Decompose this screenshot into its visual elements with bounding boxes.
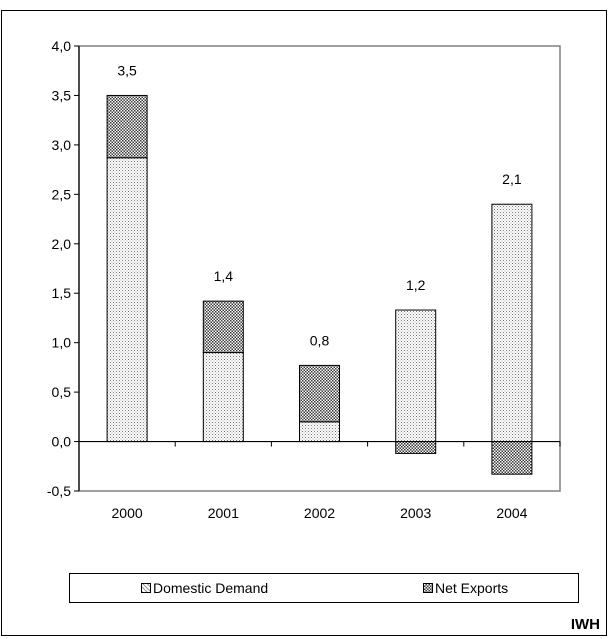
y-tick-label: 0,0 <box>52 434 72 450</box>
y-tick-label: 2,0 <box>52 236 72 252</box>
plot-area: 4,0 3,5 3,0 2,5 2,0 1,5 1,0 0,5 0,0 -0,5 2000 2001… <box>47 38 561 521</box>
x-tick-label: 2003 <box>400 505 431 521</box>
legend-label-domestic-demand: Domestic Demand <box>153 580 269 596</box>
bar-net-exports-2001 <box>202 300 244 354</box>
legend-item-domestic-demand: Domestic Demand <box>141 580 268 596</box>
x-tick-label: 2004 <box>496 505 527 521</box>
y-tick-label: 1,0 <box>52 335 72 351</box>
legend-swatch-net-exports <box>423 583 433 593</box>
legend-swatch-domestic-demand <box>141 583 151 593</box>
y-tick-label: 0,5 <box>52 384 72 400</box>
total-label-2002: 0,8 <box>310 332 330 348</box>
bar-domestic-demand-2002 <box>299 421 340 443</box>
y-tick-label: -0,5 <box>47 483 71 499</box>
x-tick-label: 2002 <box>304 505 335 521</box>
total-label-2003: 1,2 <box>406 277 426 293</box>
source-label: IWH <box>570 616 600 633</box>
bar-net-exports-2004 <box>491 441 533 475</box>
bar-net-exports-2000 <box>106 94 148 159</box>
bar-domestic-demand-2004 <box>491 203 533 443</box>
y-tick-label: 2,5 <box>52 186 72 202</box>
x-tick-label: 2000 <box>112 505 143 521</box>
bar-net-exports-2002 <box>299 364 340 423</box>
y-tick-label: 4,0 <box>52 38 72 54</box>
y-tick-label: 3,0 <box>52 137 72 153</box>
total-label-2000: 3,5 <box>117 62 137 78</box>
legend-item-net-exports: Net Exports <box>423 580 508 596</box>
total-label-2004: 2,1 <box>502 171 522 187</box>
y-tick-label: 3,5 <box>52 87 72 103</box>
legend-label-net-exports: Net Exports <box>435 580 509 596</box>
bar-domestic-demand-2001 <box>202 352 244 443</box>
total-label-2001: 1,4 <box>214 268 234 284</box>
bar-domestic-demand-2003 <box>395 309 437 443</box>
bar-net-exports-2003 <box>395 441 437 454</box>
y-tick-label: 1,5 <box>52 285 72 301</box>
chart-frame: 4,0 3,5 3,0 2,5 2,0 1,5 1,0 0,5 0,0 -0,5 2000 2001… <box>1 10 607 636</box>
bar-chart: 4,0 3,5 3,0 2,5 2,0 1,5 1,0 0,5 0,0 -0,5 2000 2001… <box>47 38 561 521</box>
x-tick-label: 2001 <box>208 505 239 521</box>
legend: Domestic Demand Net Exports <box>69 573 579 603</box>
bar-domestic-demand-2000 <box>106 157 148 443</box>
